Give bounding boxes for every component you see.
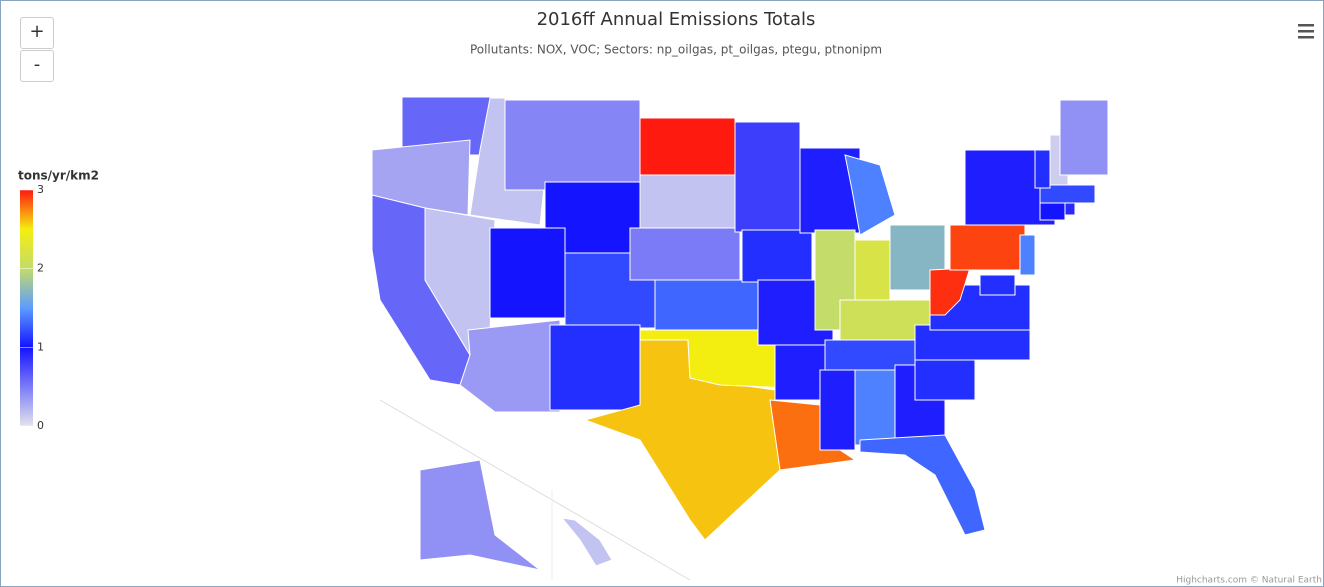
legend-tick-label: 0 [37, 419, 44, 432]
state [419, 459, 541, 571]
zoom-in-button[interactable]: + [20, 17, 54, 49]
state [854, 239, 891, 306]
state [504, 99, 641, 191]
state [734, 121, 801, 233]
state [459, 319, 561, 413]
state [914, 354, 976, 401]
state [854, 369, 896, 446]
map-subtitle: Pollutants: NOX, VOC; Sectors: np_oilgas… [470, 43, 882, 57]
legend-gradient [20, 190, 33, 426]
menu-icon[interactable] [1298, 24, 1314, 39]
state [489, 227, 566, 319]
state [549, 324, 641, 411]
state [639, 117, 736, 179]
state [629, 227, 741, 281]
credits: Highcharts.com © Natural Earth [1176, 576, 1322, 586]
state [964, 149, 1056, 226]
zoom-out-button[interactable]: - [20, 50, 54, 82]
states [371, 96, 1109, 571]
state [741, 229, 813, 283]
state [949, 224, 1026, 271]
state [819, 369, 856, 451]
state [1059, 99, 1109, 176]
state [1034, 149, 1051, 189]
state [654, 279, 776, 331]
inset-separator [379, 399, 691, 581]
state [859, 434, 986, 536]
state [639, 174, 736, 231]
state [1039, 184, 1096, 204]
legend-tick-label: 3 [37, 183, 44, 196]
map-title: 2016ff Annual Emissions Totals [537, 9, 816, 30]
legend-tick-label: 2 [37, 262, 44, 275]
state [560, 517, 613, 567]
state [844, 154, 896, 236]
state [1019, 234, 1036, 276]
legend-title: tons/yr/km2 [18, 169, 99, 183]
legend-tick-label: 1 [37, 340, 44, 353]
state [979, 274, 1016, 296]
